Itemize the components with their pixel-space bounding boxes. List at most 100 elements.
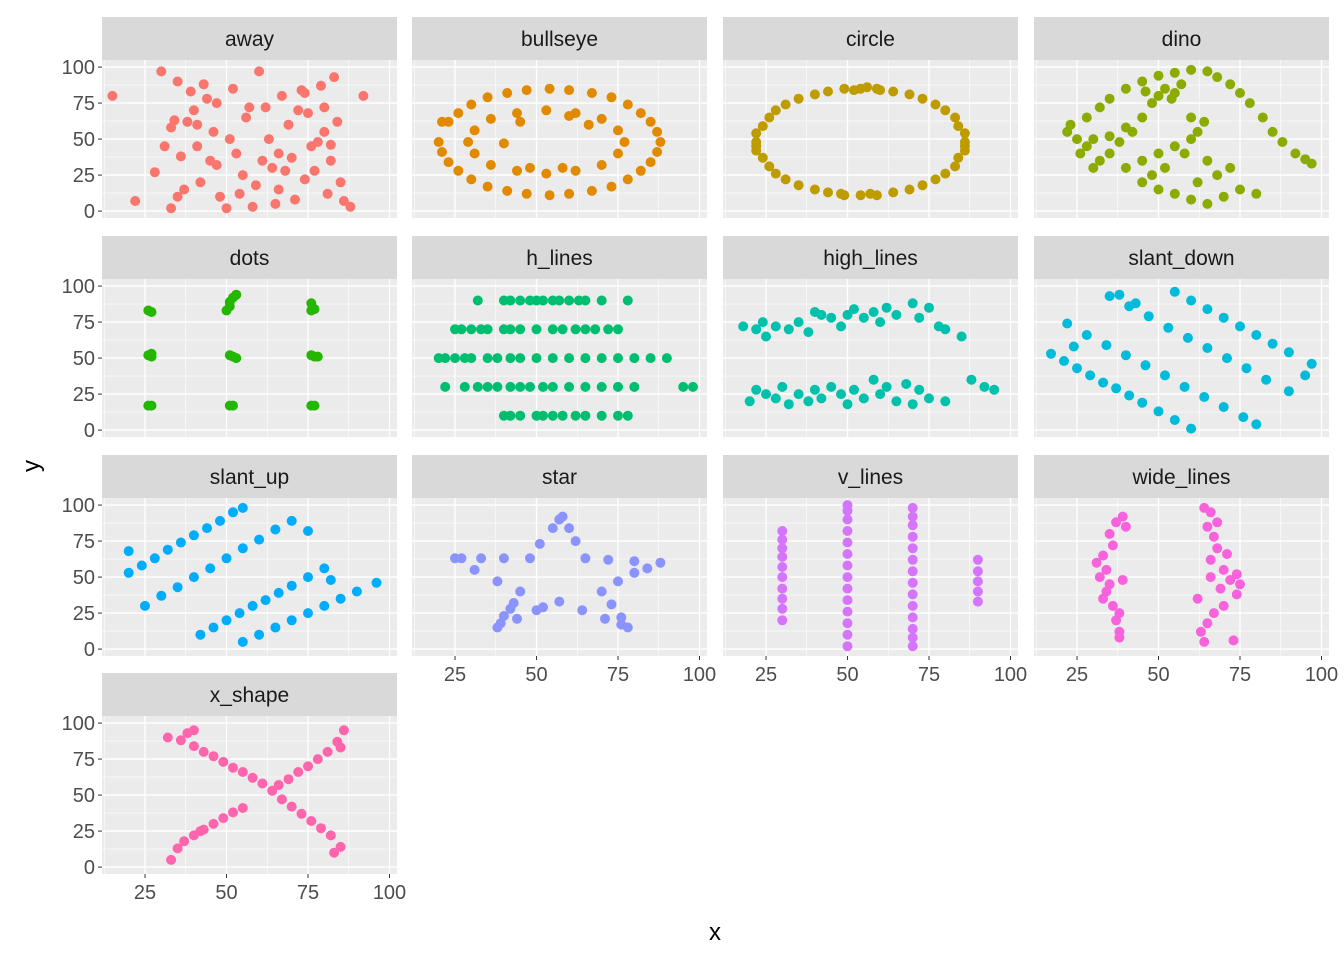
data-point — [123, 546, 134, 557]
data-point — [1235, 579, 1245, 590]
data-point — [1208, 531, 1219, 542]
data-point — [172, 582, 183, 593]
data-point — [1290, 148, 1301, 159]
data-point — [316, 80, 326, 91]
data-point — [472, 295, 483, 306]
data-point — [149, 167, 160, 178]
data-point — [570, 536, 581, 547]
data-point — [580, 295, 591, 306]
data-point — [172, 843, 183, 854]
data-point — [606, 599, 617, 610]
data-point — [738, 321, 749, 332]
data-point — [175, 151, 186, 162]
data-point — [482, 181, 493, 192]
data-point — [208, 622, 219, 633]
data-point — [1107, 540, 1118, 551]
data-point — [498, 553, 509, 564]
data-point — [267, 162, 278, 173]
data-point — [1251, 188, 1262, 199]
data-point — [325, 139, 336, 150]
data-point — [312, 754, 323, 765]
data-point — [596, 295, 607, 306]
data-point — [136, 560, 147, 571]
data-point — [316, 823, 326, 834]
data-point — [1091, 557, 1102, 568]
data-point — [250, 180, 261, 191]
data-point — [596, 113, 607, 124]
data-point — [505, 603, 516, 614]
data-point — [930, 99, 941, 110]
data-point — [515, 410, 526, 421]
data-point — [1085, 370, 1096, 381]
data-point — [849, 384, 859, 395]
data-point — [1101, 564, 1112, 575]
data-point — [907, 531, 918, 542]
x-tick-label: 50 — [1147, 664, 1169, 686]
data-point — [1166, 93, 1177, 104]
x-tick-label: 100 — [683, 664, 716, 686]
facet-strip-label: away — [225, 28, 275, 51]
data-point — [907, 641, 918, 652]
data-point — [371, 577, 382, 588]
data-point — [907, 600, 918, 611]
data-point — [335, 177, 346, 188]
data-point — [159, 141, 170, 152]
data-point — [1235, 321, 1245, 332]
facet-strip-label: wide_lines — [1131, 466, 1230, 489]
data-point — [215, 515, 225, 526]
data-point — [254, 66, 265, 77]
data-point — [309, 165, 320, 176]
data-point — [502, 88, 513, 98]
data-point — [521, 188, 532, 199]
data-point — [972, 576, 983, 587]
data-point — [564, 111, 575, 121]
data-point — [547, 353, 558, 364]
facet-strip — [1034, 236, 1329, 279]
data-point — [940, 324, 951, 335]
data-point — [228, 762, 238, 773]
data-point — [241, 112, 252, 123]
data-point — [816, 393, 827, 404]
facet-strip — [1034, 455, 1329, 498]
x-tick-label: 25 — [444, 664, 466, 686]
data-point — [538, 381, 548, 392]
data-point — [757, 317, 768, 328]
data-point — [1235, 88, 1245, 98]
data-point — [596, 353, 607, 364]
facet-strip-label: x_shape — [210, 684, 289, 707]
data-point — [515, 295, 526, 306]
data-point — [1212, 543, 1223, 554]
data-point — [1068, 341, 1079, 352]
data-point — [179, 184, 190, 195]
facet-strip-label: slant_up — [210, 466, 289, 489]
data-point — [440, 381, 451, 392]
data-point — [303, 761, 313, 772]
data-point — [1228, 635, 1239, 646]
data-point — [231, 289, 242, 300]
data-point — [237, 767, 248, 777]
data-point — [570, 324, 581, 335]
data-point — [826, 312, 837, 323]
data-point — [166, 203, 177, 214]
data-point — [875, 389, 886, 400]
data-point — [325, 155, 336, 166]
data-point — [1160, 370, 1170, 381]
data-point — [312, 137, 323, 147]
x-tick-label: 100 — [994, 664, 1027, 686]
data-point — [1244, 98, 1255, 109]
data-point — [1205, 507, 1216, 518]
data-point — [564, 353, 575, 364]
data-point — [335, 841, 346, 852]
data-point — [309, 400, 320, 411]
data-point — [868, 307, 879, 317]
data-point — [525, 553, 535, 564]
data-point — [1283, 386, 1294, 397]
data-point — [823, 86, 833, 97]
data-point — [577, 605, 588, 616]
data-point — [914, 384, 925, 395]
data-point — [1251, 419, 1262, 430]
data-point — [1186, 112, 1197, 123]
facet-strip-label: bullseye — [521, 28, 598, 51]
x-tick-label: 75 — [607, 664, 629, 686]
